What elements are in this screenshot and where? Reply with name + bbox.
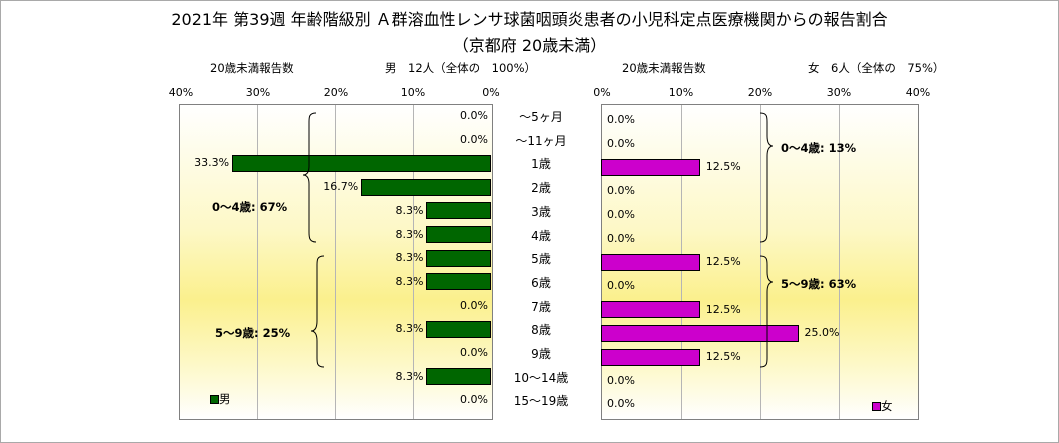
gridline (839, 105, 840, 419)
male-xtick: 20% (323, 86, 349, 99)
female-bracket-0-4 (759, 112, 774, 243)
gridline (335, 105, 336, 419)
female-legend: 女 (872, 398, 893, 414)
female-value-label: 12.5% (705, 160, 741, 174)
age-category-label: ～5ヶ月 (519, 110, 563, 124)
female-xtick: 20% (747, 86, 773, 99)
female-value-label: 12.5% (705, 255, 741, 269)
female-value-label: 0.0% (607, 184, 635, 198)
male-value-label: 0.0% (460, 298, 488, 312)
female-group-label-5-9: 5～9歳: 63% (781, 277, 857, 291)
female-xtick: 0% (593, 86, 611, 99)
female-xtick: 40% (905, 86, 931, 99)
age-category-label: 1歳 (531, 157, 551, 172)
male-xtick: 10% (400, 86, 426, 99)
age-category-label: ～11ヶ月 (515, 133, 567, 148)
female-header-right: 女 6人（全体の 75%） (808, 61, 945, 75)
male-value-label: 0.0% (460, 109, 488, 122)
age-category-label: 4歳 (531, 228, 551, 243)
female-header-left: 20歳未満報告数 (622, 61, 706, 75)
male-value-label: 8.3% (395, 274, 424, 288)
age-category-label: 2歳 (531, 181, 551, 196)
male-legend: 男 (210, 391, 231, 407)
female-xtick: 30% (826, 86, 852, 99)
female-legend-label: 女 (881, 399, 893, 413)
female-bar (601, 348, 700, 366)
male-bar (426, 226, 491, 243)
male-value-label: 8.3% (395, 203, 424, 217)
female-value-label: 0.0% (607, 231, 635, 245)
age-category-label: 9歳 (531, 347, 551, 361)
female-value-label: 12.5% (705, 302, 741, 316)
male-xtick: 40% (168, 86, 194, 99)
age-category-label: 6歳 (531, 275, 551, 290)
male-bracket-0-4 (302, 112, 317, 243)
female-value-label: 0.0% (607, 207, 635, 221)
gridline (257, 105, 258, 419)
male-header-right: 男 12人（全体の 100%） (385, 61, 537, 75)
male-value-label: 16.7% (323, 180, 359, 194)
female-value-label: 0.0% (607, 278, 635, 292)
female-legend-swatch (872, 402, 881, 411)
male-value-label: 0.0% (460, 132, 488, 146)
female-bar (601, 158, 700, 176)
female-value-label: 12.5% (705, 350, 741, 363)
male-legend-swatch (210, 395, 219, 404)
age-category-label: 8歳 (531, 323, 551, 338)
male-value-label: 0.0% (460, 393, 488, 407)
male-xtick: 0% (482, 86, 500, 99)
gridline (413, 105, 414, 419)
female-value-label: 0.0% (607, 113, 635, 126)
female-bar (601, 253, 700, 271)
age-category-label: 3歳 (531, 204, 551, 219)
male-group-label-0-4: 0～4歳: 67% (212, 200, 288, 214)
male-value-label: 33.3% (194, 156, 230, 170)
male-value-label: 8.3% (395, 227, 424, 241)
male-bar (426, 320, 491, 338)
age-category-label: 10～14歳 (513, 370, 569, 385)
male-value-label: 8.3% (395, 369, 424, 383)
male-xtick: 30% (245, 86, 271, 99)
female-bar (601, 301, 700, 319)
female-value-label: 25.0% (804, 326, 840, 340)
male-value-label: 8.3% (395, 251, 424, 265)
age-category-label: 7歳 (531, 299, 551, 314)
female-value-label: 0.0% (607, 397, 635, 411)
male-bar (426, 249, 491, 267)
female-value-label: 0.0% (607, 373, 635, 387)
male-bar (361, 178, 491, 196)
female-value-label: 0.0% (607, 136, 635, 150)
male-legend-label: 男 (219, 392, 231, 406)
gridline (760, 105, 761, 419)
male-bracket-5-9 (310, 255, 325, 368)
female-bar (601, 324, 799, 342)
male-bar (426, 273, 491, 291)
female-xtick: 10% (668, 86, 694, 99)
male-group-label-5-9: 5～9歳: 25% (215, 326, 291, 340)
male-value-label: 8.3% (395, 322, 424, 336)
chart-title: 2021年 第39週 年齢階級別 Ａ群溶血性レンサ球菌咽頭炎患者の小児科定点医療… (171, 10, 888, 29)
male-value-label: 0.0% (460, 346, 488, 359)
male-bar (426, 368, 491, 386)
female-bracket-5-9 (759, 255, 774, 368)
age-category-label: 5歳 (531, 252, 551, 267)
male-bar (232, 154, 491, 172)
chart-subtitle: （京都府 20歳未満） (452, 36, 607, 55)
male-bar (426, 202, 491, 220)
female-group-label-0-4: 0～4歳: 13% (781, 141, 857, 155)
male-header-left: 20歳未満報告数 (210, 61, 294, 75)
age-category-label: 15～19歳 (513, 394, 569, 409)
